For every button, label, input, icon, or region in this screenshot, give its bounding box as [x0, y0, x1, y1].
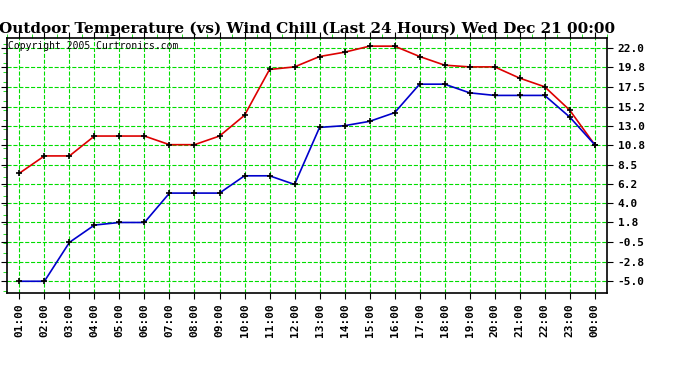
- Title: Outdoor Temperature (vs) Wind Chill (Last 24 Hours) Wed Dec 21 00:00: Outdoor Temperature (vs) Wind Chill (Las…: [0, 22, 615, 36]
- Text: Copyright 2005 Curtronics.com: Copyright 2005 Curtronics.com: [8, 41, 179, 51]
